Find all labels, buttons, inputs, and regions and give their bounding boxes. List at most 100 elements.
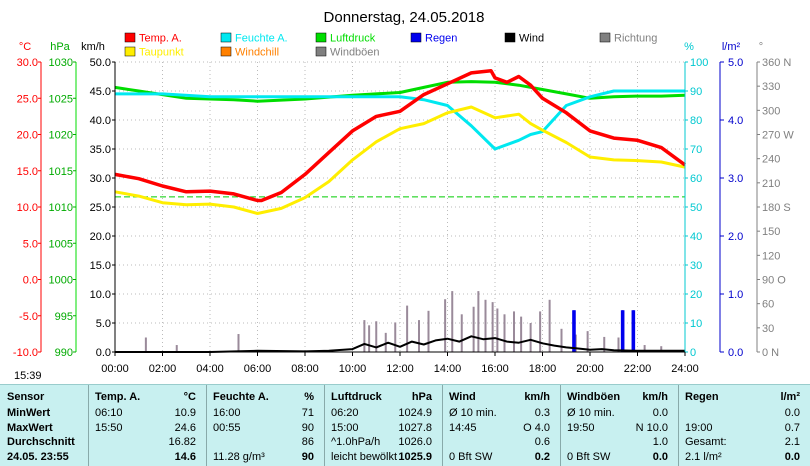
series-line-temp-a	[114, 68, 687, 203]
stats-row-time: 19:50	[567, 421, 595, 434]
stats-row-value: 1024.9	[398, 407, 432, 419]
stats-row-value: 24.6	[174, 421, 196, 434]
stats-row: 15:00 1027.8	[324, 420, 442, 436]
legend-swatch	[124, 46, 136, 57]
stats-row-value: 1.0	[652, 436, 668, 448]
legend-swatch	[315, 32, 327, 43]
stats-row: 06:10 10.9	[88, 405, 206, 421]
stats-row-label: MaxWert	[7, 421, 53, 434]
stats-row: 11.28 g/m³ 90	[206, 449, 324, 465]
stats-col-humidity: Feuchte A.% 16:00 71 00:55 90 86 11.28 g/m³ 90	[206, 385, 325, 466]
stats-row-time: 15:00	[331, 421, 359, 434]
legend-label: Luftdruck	[330, 33, 376, 45]
gust-bar	[586, 331, 589, 352]
wind-tick: 25.0	[90, 202, 111, 214]
pressure-tick: 1010	[49, 202, 73, 214]
rain-unit: l/m²	[722, 41, 741, 53]
stats-row: 19:50 N 10.0	[560, 420, 678, 436]
humidity-tick: 80	[690, 115, 702, 127]
legend-swatch	[504, 32, 516, 43]
pressure-tick: 1030	[49, 57, 73, 69]
legend-label: Windchill	[235, 47, 279, 59]
legend-label: Regen	[425, 33, 457, 45]
stats-row: 06:20 1024.9	[324, 405, 442, 421]
stats-row: 14:45 O 4.0	[442, 420, 560, 436]
x-tick-label: 10:00	[339, 363, 367, 375]
stats-header: Feuchte A.%	[206, 389, 324, 405]
stats-col-pressure: Luftdruck hPa 06:20 1024.9 15:00 1027.8 ^1.0hP…	[324, 385, 443, 466]
stats-row: Durchschnitt	[0, 434, 88, 450]
stats-row-time: Ø 10 min.	[567, 407, 615, 419]
temp-tick: 20.0	[17, 130, 38, 142]
stats-header-label: Luftdruck	[331, 391, 382, 403]
legend: Temp. A. Feuchte A. Luftdruck Regen Wind Rich…	[124, 32, 657, 59]
legend-swatch	[599, 32, 611, 43]
direction-tick: 240	[762, 154, 780, 166]
direction-tick: 330	[762, 81, 780, 93]
stats-row-time: ^1.0hPa/h	[331, 436, 381, 448]
stats-row-value: 90	[301, 450, 314, 463]
pressure-tick: 1005	[49, 238, 73, 250]
wind-tick: 10.0	[90, 289, 111, 301]
stats-row: Ø 10 min. 0.0	[560, 405, 678, 421]
stats-row-time: Gesamt:	[685, 436, 727, 448]
stats-row-time: 19:00	[685, 421, 713, 434]
stats-header-label: Temp. A.	[95, 391, 141, 403]
gust-bar	[406, 305, 409, 352]
direction-unit: °	[759, 41, 763, 53]
direction-tick: 360 N	[762, 57, 791, 69]
wind-tick: 30.0	[90, 173, 111, 185]
stats-row: 0.6	[442, 434, 560, 450]
rain-tick: 4.0	[728, 115, 743, 127]
stats-header-label: Regen	[685, 391, 719, 403]
rain-tick: 0.0	[728, 347, 743, 359]
series-line-taupunkt	[114, 105, 686, 215]
rain-tick: 1.0	[728, 289, 743, 301]
stats-header-unit: km/h	[524, 391, 550, 403]
wind-tick: 50.0	[90, 57, 111, 69]
gust-bar	[529, 323, 532, 352]
gust-bar	[503, 314, 506, 352]
direction-tick: 150	[762, 226, 780, 238]
stats-row-time: 15:50	[95, 421, 123, 434]
wind-tick: 0.0	[96, 347, 111, 359]
rain-tick: 5.0	[728, 57, 743, 69]
stats-header-unit: l/m²	[780, 391, 800, 403]
axis-units: °C hPa km/h% l/m² °	[19, 41, 763, 53]
stats-header-unit: hPa	[411, 391, 432, 403]
gust-bar	[394, 322, 397, 352]
gust-bar	[617, 337, 620, 352]
stats-row: leicht bewölkt 1025.9	[324, 449, 442, 465]
humidity-tick: 40	[690, 231, 702, 243]
stats-row-value: 0.0	[652, 407, 668, 419]
stats-row-value: O 4.0	[523, 421, 550, 434]
legend-label: Taupunkt	[139, 47, 184, 59]
temp-tick: -5.0	[19, 311, 38, 323]
stats-row-value: 14.6	[174, 450, 196, 463]
stats-row: 1.0	[560, 434, 678, 450]
humidity-tick: 10	[690, 318, 702, 330]
legend-label: Richtung	[614, 33, 657, 45]
direction-tick: 300	[762, 105, 780, 117]
temp-tick: 25.0	[17, 93, 38, 105]
legend-label: Windböen	[330, 47, 380, 59]
stats-row: 14.6	[88, 449, 206, 465]
gust-bars	[144, 291, 663, 352]
stats-header-label: Wind	[449, 391, 476, 403]
stats-row-value: 0.0	[784, 450, 800, 463]
direction-tick: 60	[762, 299, 774, 311]
stats-row-time: leicht bewölkt	[331, 450, 398, 463]
stats-row: MaxWert	[0, 420, 88, 436]
wind-tick: 15.0	[90, 260, 111, 272]
humidity-tick: 50	[690, 202, 702, 214]
humidity-tick: 60	[690, 173, 702, 185]
axes: 30.025.020.015.010.05.00.0-5.0-10.010301…	[13, 57, 794, 359]
direction-tick: 90 O	[762, 275, 786, 287]
gust-bar	[548, 299, 551, 352]
humidity-tick: 20	[690, 289, 702, 301]
stats-header-label: Windböen	[567, 391, 621, 403]
pressure-tick: 1015	[49, 166, 73, 178]
stats-header-unit: km/h	[642, 391, 668, 403]
legend-swatch	[315, 46, 327, 57]
direction-tick: 30	[762, 323, 774, 335]
